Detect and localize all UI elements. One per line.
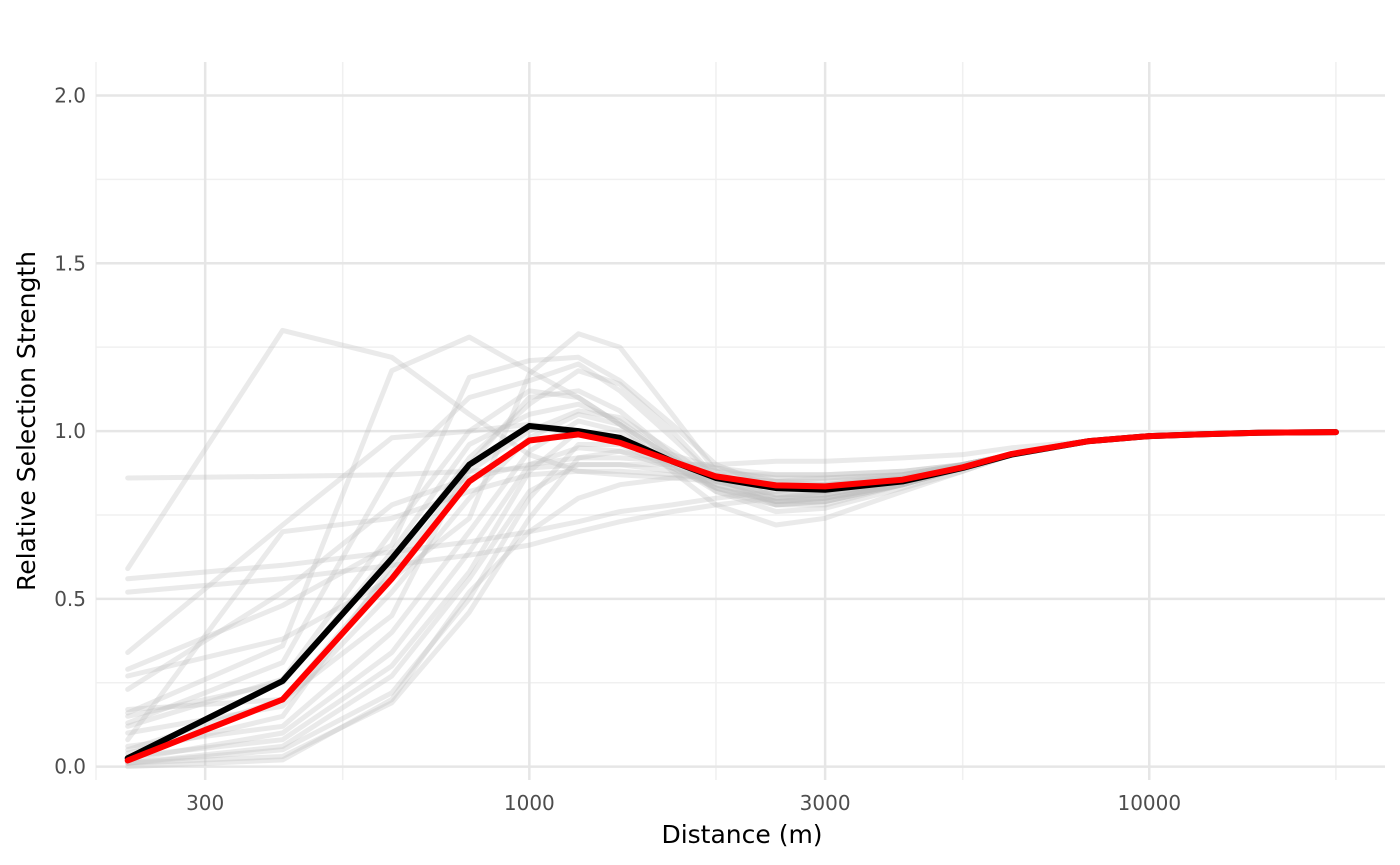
- y-tick-label: 0.0: [54, 755, 86, 779]
- y-tick-label: 0.5: [54, 587, 86, 611]
- x-tick-label: 300: [186, 791, 224, 815]
- x-axis-title: Distance (m): [661, 820, 822, 849]
- background-series-line: [125, 327, 1339, 572]
- highlight-series-line: [124, 429, 1339, 764]
- y-tick-label: 1.0: [54, 419, 86, 443]
- x-tick-label: 1000: [504, 791, 555, 815]
- y-tick-label: 1.5: [54, 251, 86, 275]
- y-tick-label: 2.0: [54, 84, 86, 108]
- x-tick-label: 3000: [800, 791, 851, 815]
- grid-layer: [95, 62, 1385, 780]
- series-layer: [124, 327, 1339, 770]
- background-series-line: [125, 334, 1339, 716]
- y-axis-title: Relative Selection Strength: [12, 251, 41, 591]
- axis-layer: Distance (m) Relative Selection Strength…: [12, 84, 1181, 849]
- x-tick-label: 10000: [1117, 791, 1181, 815]
